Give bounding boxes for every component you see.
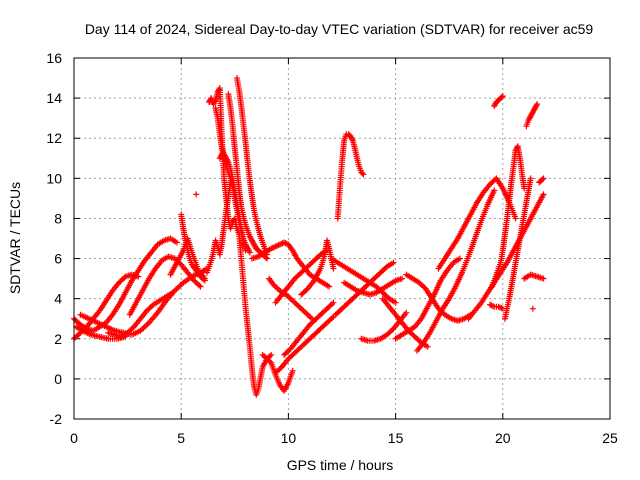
data-point-marker [499, 93, 506, 100]
series-track-an [529, 305, 536, 312]
data-point-marker [262, 254, 269, 261]
data-point-marker [392, 299, 399, 306]
data-point-marker [489, 303, 496, 310]
data-point-marker [329, 314, 336, 321]
series-track-t [266, 275, 315, 322]
data-point-marker [540, 191, 547, 198]
series-track-am [521, 271, 547, 282]
data-point-marker [491, 187, 498, 194]
data-point-marker [360, 171, 367, 178]
series-track-al [486, 301, 506, 312]
data-point-marker [349, 135, 356, 142]
data-point-marker [211, 98, 218, 105]
series-track-e [105, 289, 176, 340]
series-track-c [77, 265, 210, 338]
y-tick-label: 10 [46, 170, 62, 186]
y-tick-label: 16 [46, 50, 62, 66]
data-point-marker [220, 153, 227, 160]
data-point-marker [196, 282, 203, 289]
data-point-marker [326, 283, 333, 290]
data-point-marker [496, 304, 503, 311]
x-tick-label: 25 [602, 430, 618, 446]
gridlines [74, 58, 610, 419]
series-track-ah [489, 143, 528, 290]
data-point-marker [499, 305, 506, 312]
y-tick-label: 12 [46, 130, 62, 146]
series-track-q [259, 351, 296, 394]
y-tick-label: 14 [46, 90, 62, 106]
series-track-ac [392, 255, 463, 342]
data-point-marker [399, 275, 406, 282]
data-point-marker [308, 315, 315, 322]
data-point-marker [533, 102, 540, 109]
series-track-s [281, 299, 337, 358]
data-point-marker [403, 309, 410, 316]
series-track-ao [536, 175, 547, 186]
series-track-w [334, 131, 367, 222]
series-track-o [233, 75, 270, 258]
data-point-marker [456, 255, 463, 262]
x-axis-label: GPS time / hours [287, 457, 394, 473]
data-point-marker [359, 170, 366, 177]
y-tick-label: -2 [50, 411, 63, 427]
x-tick-label: 5 [177, 430, 185, 446]
series-track-j [203, 179, 234, 276]
y-tick-label: 4 [54, 291, 62, 307]
series-track-ae [414, 187, 498, 354]
data-point-marker [512, 215, 519, 222]
data-point-marker [529, 305, 536, 312]
plot-frame [73, 57, 611, 420]
y-tick-label: 2 [54, 331, 62, 347]
data-point-marker [268, 351, 275, 358]
series-track-r [272, 313, 337, 376]
data-point-marker [424, 343, 431, 350]
data-point-marker [540, 275, 547, 282]
data-point-marker [282, 240, 289, 247]
series-track-aj [491, 93, 506, 110]
series-track-ak [523, 101, 541, 130]
data-point-marker [216, 86, 223, 93]
series-track-m [216, 151, 253, 256]
x-tick-label: 15 [388, 430, 404, 446]
series-track-af [435, 175, 519, 272]
data-point-marker [488, 302, 495, 309]
data-point-marker [330, 299, 337, 306]
data-point-marker [330, 265, 337, 272]
series-track-v [298, 237, 337, 298]
series-track-i [193, 191, 200, 198]
x-tick-label: 20 [495, 430, 511, 446]
x-tick-label: 0 [70, 430, 78, 446]
data-points [71, 75, 547, 398]
y-tick-label: 6 [54, 251, 62, 267]
data-point-marker [246, 248, 253, 255]
data-point-marker [193, 191, 200, 198]
series-track-z [341, 275, 406, 298]
data-point-marker [173, 239, 180, 246]
series-track-k [206, 85, 275, 398]
data-point-marker [527, 175, 534, 182]
series-track-h [178, 211, 208, 284]
data-point-marker [498, 94, 505, 101]
data-point-marker [539, 176, 546, 183]
y-axis-label: SDTVAR / TECUs [7, 182, 23, 294]
data-point-marker [534, 101, 541, 108]
y-tick-label: 0 [54, 371, 62, 387]
data-point-marker [197, 283, 204, 290]
series-track-aa [358, 309, 410, 344]
data-point-marker [246, 249, 253, 256]
series-track-ai [501, 175, 534, 322]
y-tick-label: 8 [54, 210, 62, 226]
data-point-marker [135, 273, 142, 280]
data-point-marker [540, 175, 547, 182]
data-point-marker [289, 367, 296, 374]
data-point-marker [201, 277, 208, 284]
data-point-marker [498, 305, 505, 312]
data-point-marker [169, 289, 176, 296]
x-tick-label: 10 [281, 430, 297, 446]
chart-title: Day 114 of 2024, Sidereal Day-to-day VTE… [85, 21, 594, 37]
data-point-marker [390, 259, 397, 266]
series-track-n [225, 91, 270, 262]
